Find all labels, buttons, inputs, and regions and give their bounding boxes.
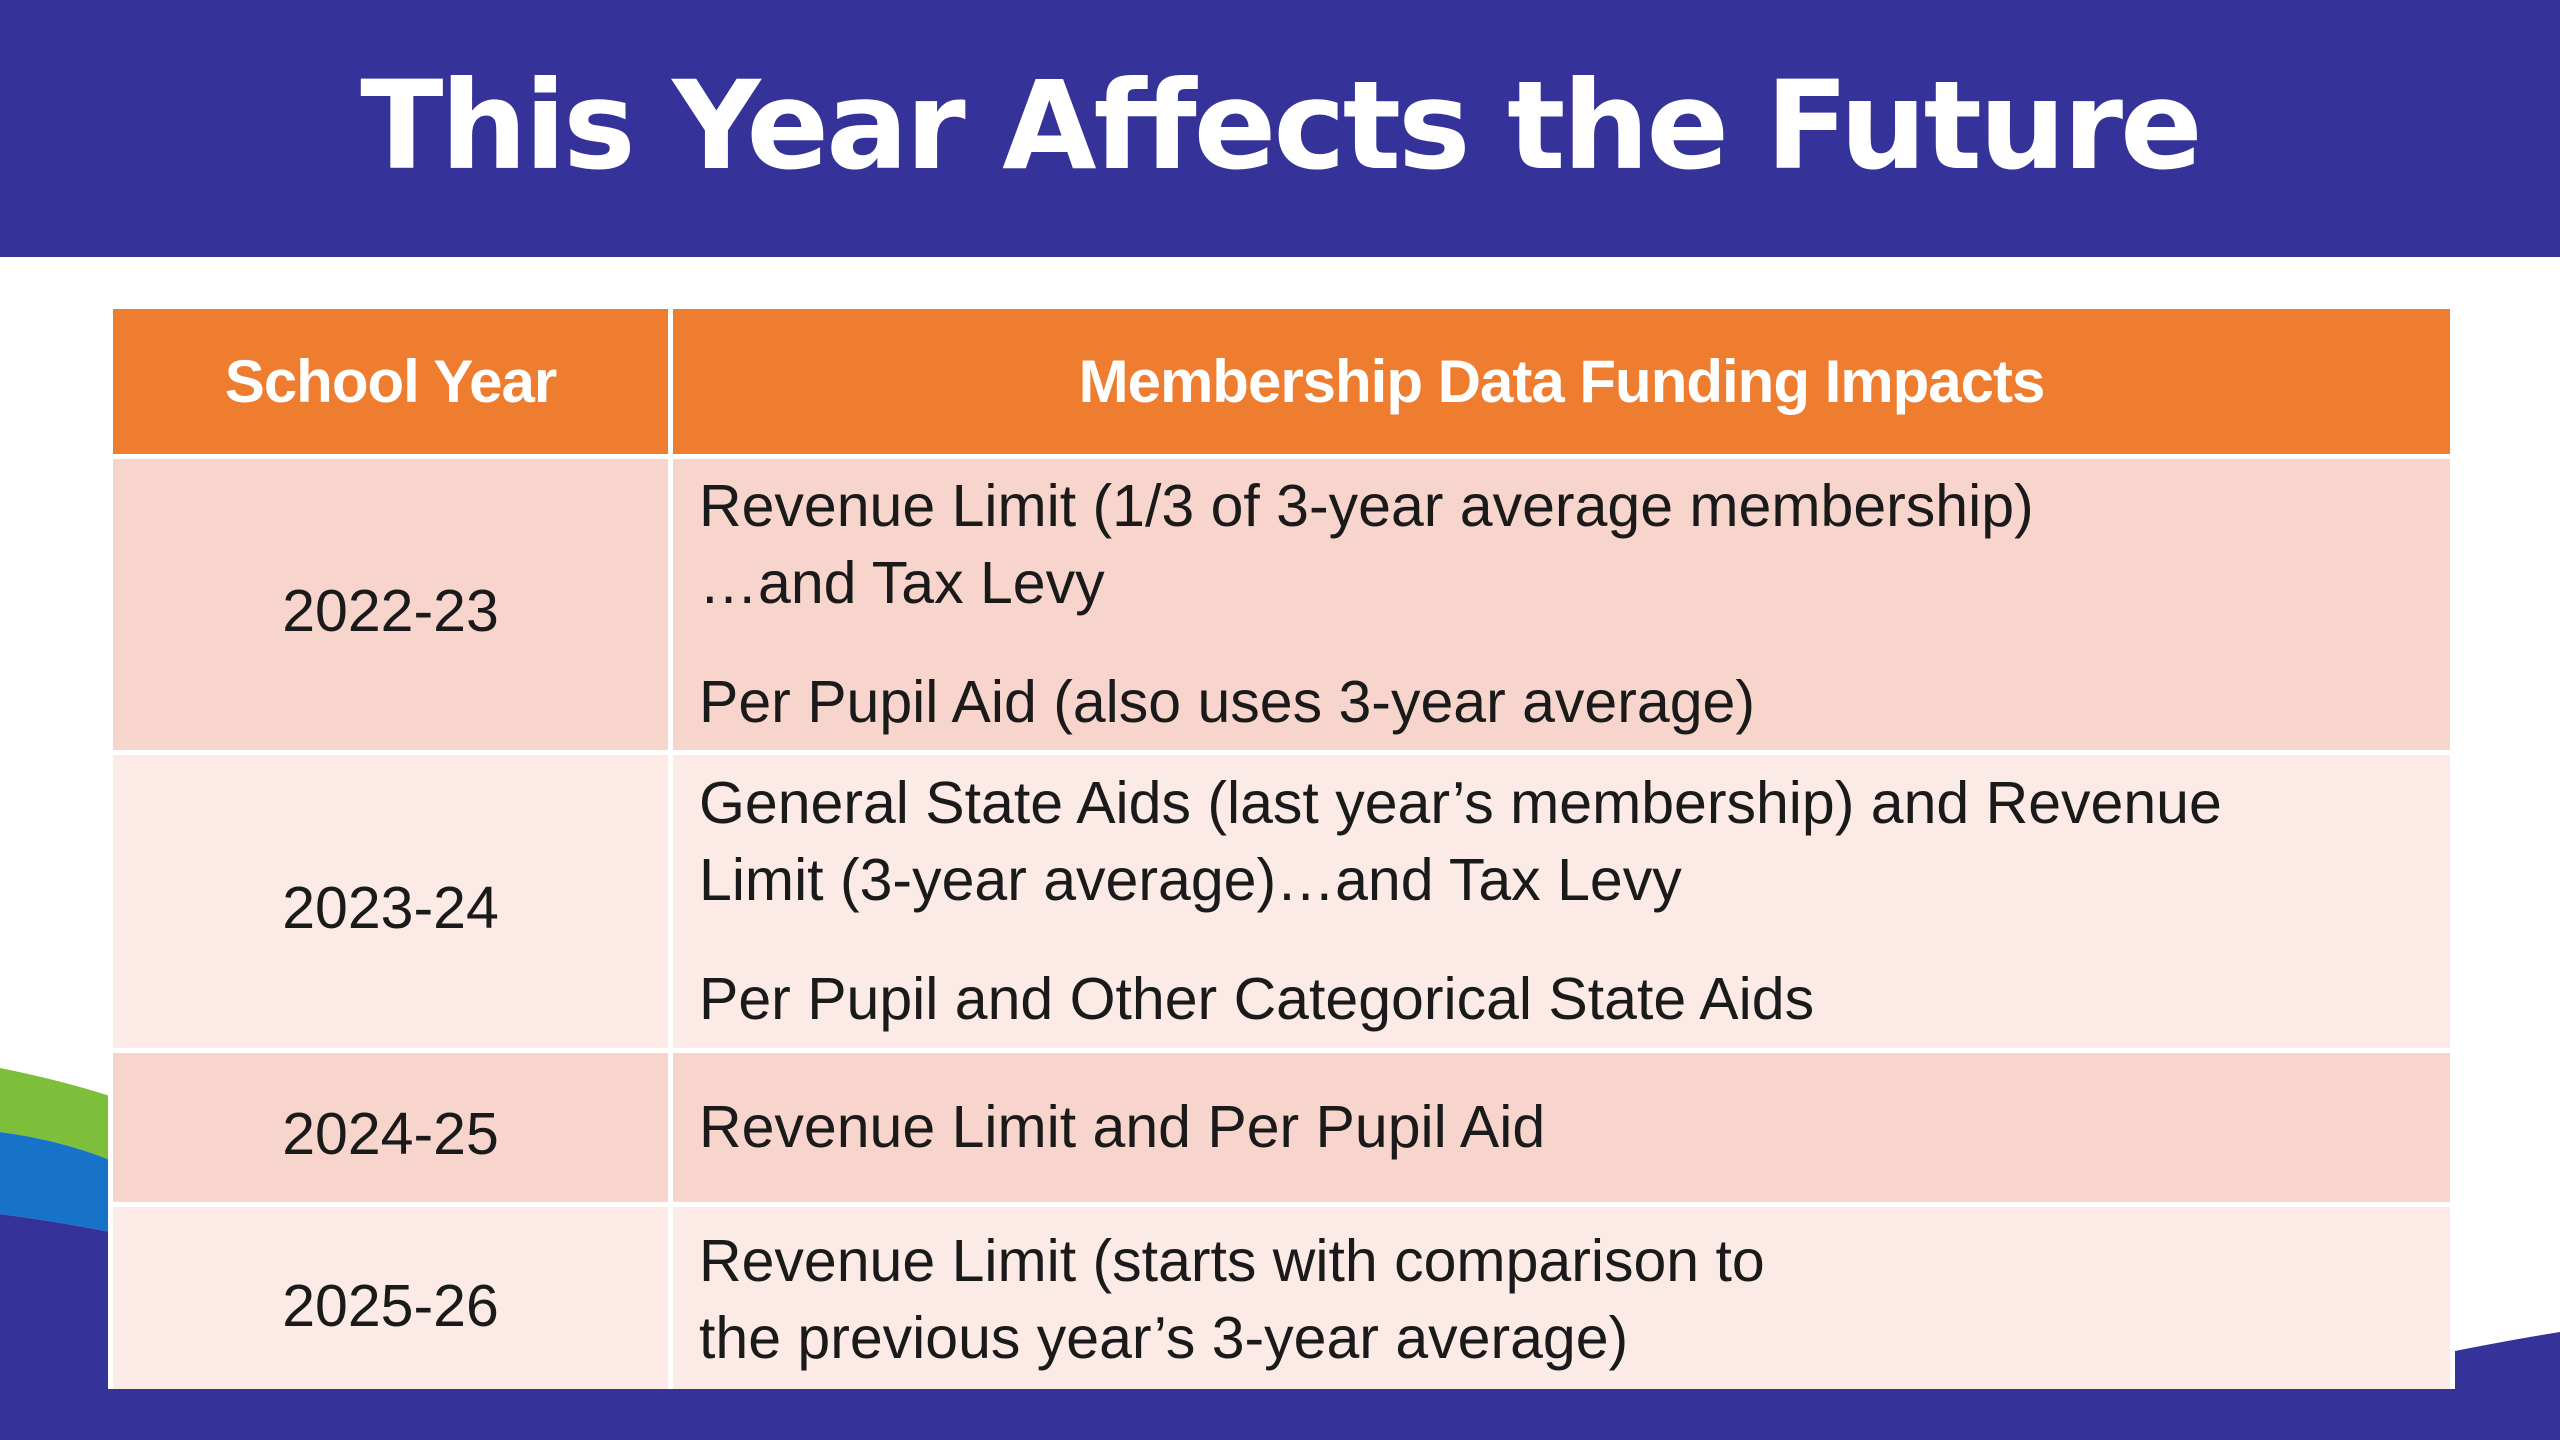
school-year-cell: 2025-26 [108,1202,673,1397]
table-row: 2024-25 Revenue Limit and Per Pupil Aid [108,1048,2455,1207]
table-header-row: School Year Membership Data Funding Impa… [108,304,2455,459]
title-banner: This Year Affects the Future [0,0,2560,257]
blue-swoosh [0,1132,110,1232]
impact-line: General State Aids (last year’s membersh… [699,770,2222,836]
impact-line: Per Pupil and Other Categorical State Ai… [699,966,1815,1032]
impact-cell: Revenue Limit and Per Pupil Aid [668,1048,2455,1207]
navy-swoosh-left [0,1214,110,1440]
impact-line: Revenue Limit and Per Pupil Aid [699,1094,1546,1160]
table-row: 2022-23 Revenue Limit (1/3 of 3-year ave… [108,454,2455,755]
column-header-school-year: School Year [108,304,673,459]
impact-line: the previous year’s 3-year average) [699,1304,1629,1371]
school-year-cell: 2023-24 [108,750,673,1053]
funding-impacts-table: School Year Membership Data Funding Impa… [108,304,2455,1397]
table-row: 2023-24 General State Aids (last year’s … [108,750,2455,1053]
impact-line: Per Pupil Aid (also uses 3-year average) [699,669,1755,735]
table-row: 2025-26 Revenue Limit (starts with compa… [108,1202,2455,1397]
school-year-cell: 2022-23 [108,454,673,755]
bottom-band [0,1389,2560,1440]
column-header-funding-impacts: Membership Data Funding Impacts [668,304,2455,459]
impact-cell: Revenue Limit (1/3 of 3-year average mem… [668,454,2455,755]
green-swoosh [0,1068,110,1160]
impact-line: Revenue Limit (1/3 of 3-year average mem… [699,473,2034,539]
impact-line: Limit (3-year average)…and Tax Levy [699,847,1682,913]
school-year-cell: 2024-25 [108,1048,673,1207]
impact-cell: Revenue Limit (starts with comparison to… [668,1202,2455,1397]
page-title: This Year Affects the Future [360,54,2202,197]
impact-line: Revenue Limit (starts with comparison to [699,1227,1765,1294]
impact-line: …and Tax Levy [699,550,1105,616]
impact-cell: General State Aids (last year’s membersh… [668,750,2455,1053]
